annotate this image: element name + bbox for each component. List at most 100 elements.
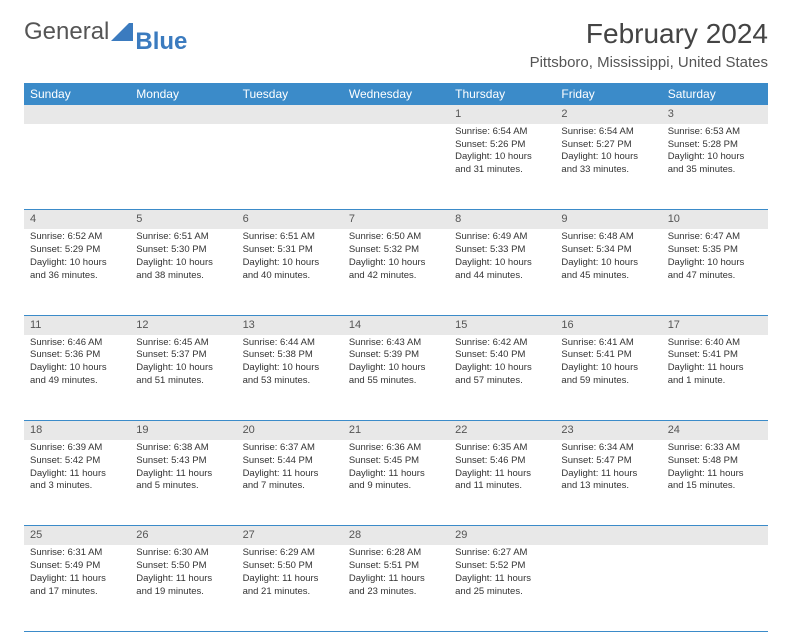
daylight-text: Daylight: 11 hours and 17 minutes. [30, 573, 124, 599]
daynum-row: 123 [24, 105, 768, 124]
day-cell: Sunrise: 6:46 AMSunset: 5:36 PMDaylight:… [24, 335, 130, 421]
day-number: 5 [130, 210, 236, 229]
sunrise-text: Sunrise: 6:37 AM [243, 442, 337, 455]
sunset-text: Sunset: 5:36 PM [30, 349, 124, 362]
sunrise-text: Sunrise: 6:30 AM [136, 547, 230, 560]
day-number-cell: 12 [130, 315, 236, 334]
sunset-text: Sunset: 5:41 PM [561, 349, 655, 362]
sunrise-text: Sunrise: 6:40 AM [668, 337, 762, 350]
sunrise-text: Sunrise: 6:42 AM [455, 337, 549, 350]
day-details: Sunrise: 6:49 AMSunset: 5:33 PMDaylight:… [449, 229, 555, 286]
day-number: 8 [449, 210, 555, 229]
day-cell: Sunrise: 6:33 AMSunset: 5:48 PMDaylight:… [662, 440, 768, 526]
sunrise-text: Sunrise: 6:50 AM [349, 231, 443, 244]
day-number: 24 [662, 421, 768, 440]
sunset-text: Sunset: 5:46 PM [455, 455, 549, 468]
sunset-text: Sunset: 5:32 PM [349, 244, 443, 257]
day-number-cell: 3 [662, 105, 768, 124]
day-number-cell [24, 105, 130, 124]
week-row: Sunrise: 6:54 AMSunset: 5:26 PMDaylight:… [24, 124, 768, 210]
sunset-text: Sunset: 5:50 PM [243, 560, 337, 573]
day-cell: Sunrise: 6:53 AMSunset: 5:28 PMDaylight:… [662, 124, 768, 210]
day-cell: Sunrise: 6:42 AMSunset: 5:40 PMDaylight:… [449, 335, 555, 421]
sunset-text: Sunset: 5:31 PM [243, 244, 337, 257]
day-number: 4 [24, 210, 130, 229]
day-cell [130, 124, 236, 210]
day-number-cell: 14 [343, 315, 449, 334]
day-number-cell: 7 [343, 210, 449, 229]
day-details: Sunrise: 6:35 AMSunset: 5:46 PMDaylight:… [449, 440, 555, 497]
day-number-cell: 13 [237, 315, 343, 334]
day-cell [237, 124, 343, 210]
sunset-text: Sunset: 5:43 PM [136, 455, 230, 468]
day-cell: Sunrise: 6:39 AMSunset: 5:42 PMDaylight:… [24, 440, 130, 526]
calendar-table: Sunday Monday Tuesday Wednesday Thursday… [24, 83, 768, 632]
day-number: 25 [24, 526, 130, 545]
day-number-cell: 25 [24, 526, 130, 545]
sunset-text: Sunset: 5:30 PM [136, 244, 230, 257]
day-number: 27 [237, 526, 343, 545]
day-cell: Sunrise: 6:52 AMSunset: 5:29 PMDaylight:… [24, 229, 130, 315]
day-number-cell: 19 [130, 421, 236, 440]
day-number-cell [237, 105, 343, 124]
day-number-cell: 5 [130, 210, 236, 229]
day-header: Sunday [24, 83, 130, 105]
day-cell: Sunrise: 6:43 AMSunset: 5:39 PMDaylight:… [343, 335, 449, 421]
day-number-cell: 24 [662, 421, 768, 440]
day-cell: Sunrise: 6:47 AMSunset: 5:35 PMDaylight:… [662, 229, 768, 315]
logo-triangle-icon [111, 23, 133, 41]
day-details: Sunrise: 6:36 AMSunset: 5:45 PMDaylight:… [343, 440, 449, 497]
day-cell: Sunrise: 6:48 AMSunset: 5:34 PMDaylight:… [555, 229, 661, 315]
daylight-text: Daylight: 11 hours and 15 minutes. [668, 468, 762, 494]
day-details: Sunrise: 6:50 AMSunset: 5:32 PMDaylight:… [343, 229, 449, 286]
day-number: 16 [555, 316, 661, 335]
day-details: Sunrise: 6:34 AMSunset: 5:47 PMDaylight:… [555, 440, 661, 497]
sunrise-text: Sunrise: 6:51 AM [243, 231, 337, 244]
day-header: Saturday [662, 83, 768, 105]
day-header-row: Sunday Monday Tuesday Wednesday Thursday… [24, 83, 768, 105]
day-details: Sunrise: 6:40 AMSunset: 5:41 PMDaylight:… [662, 335, 768, 392]
sunset-text: Sunset: 5:48 PM [668, 455, 762, 468]
sunrise-text: Sunrise: 6:45 AM [136, 337, 230, 350]
day-number: 23 [555, 421, 661, 440]
day-details: Sunrise: 6:47 AMSunset: 5:35 PMDaylight:… [662, 229, 768, 286]
day-number-cell: 16 [555, 315, 661, 334]
daylight-text: Daylight: 10 hours and 47 minutes. [668, 257, 762, 283]
day-cell [343, 124, 449, 210]
day-number-cell: 4 [24, 210, 130, 229]
daylight-text: Daylight: 11 hours and 25 minutes. [455, 573, 549, 599]
sunrise-text: Sunrise: 6:51 AM [136, 231, 230, 244]
day-number: 11 [24, 316, 130, 335]
sunrise-text: Sunrise: 6:29 AM [243, 547, 337, 560]
day-cell: Sunrise: 6:30 AMSunset: 5:50 PMDaylight:… [130, 545, 236, 631]
daynum-row: 45678910 [24, 210, 768, 229]
sunrise-text: Sunrise: 6:28 AM [349, 547, 443, 560]
sunset-text: Sunset: 5:29 PM [30, 244, 124, 257]
daylight-text: Daylight: 11 hours and 19 minutes. [136, 573, 230, 599]
day-cell: Sunrise: 6:27 AMSunset: 5:52 PMDaylight:… [449, 545, 555, 631]
day-cell: Sunrise: 6:51 AMSunset: 5:30 PMDaylight:… [130, 229, 236, 315]
location-text: Pittsboro, Mississippi, United States [530, 54, 768, 71]
day-details: Sunrise: 6:46 AMSunset: 5:36 PMDaylight:… [24, 335, 130, 392]
week-row: Sunrise: 6:52 AMSunset: 5:29 PMDaylight:… [24, 229, 768, 315]
daylight-text: Daylight: 11 hours and 23 minutes. [349, 573, 443, 599]
day-details: Sunrise: 6:54 AMSunset: 5:27 PMDaylight:… [555, 124, 661, 181]
daynum-row: 11121314151617 [24, 315, 768, 334]
day-details: Sunrise: 6:44 AMSunset: 5:38 PMDaylight:… [237, 335, 343, 392]
day-cell: Sunrise: 6:38 AMSunset: 5:43 PMDaylight:… [130, 440, 236, 526]
day-details: Sunrise: 6:37 AMSunset: 5:44 PMDaylight:… [237, 440, 343, 497]
page-title: February 2024 [530, 18, 768, 50]
logo: General Blue [24, 18, 187, 46]
day-number-cell: 15 [449, 315, 555, 334]
day-header: Thursday [449, 83, 555, 105]
sunrise-text: Sunrise: 6:39 AM [30, 442, 124, 455]
day-number: 12 [130, 316, 236, 335]
day-details: Sunrise: 6:45 AMSunset: 5:37 PMDaylight:… [130, 335, 236, 392]
day-number: 13 [237, 316, 343, 335]
day-cell: Sunrise: 6:28 AMSunset: 5:51 PMDaylight:… [343, 545, 449, 631]
sunset-text: Sunset: 5:47 PM [561, 455, 655, 468]
sunrise-text: Sunrise: 6:36 AM [349, 442, 443, 455]
day-number: 18 [24, 421, 130, 440]
day-number: 6 [237, 210, 343, 229]
day-cell: Sunrise: 6:50 AMSunset: 5:32 PMDaylight:… [343, 229, 449, 315]
